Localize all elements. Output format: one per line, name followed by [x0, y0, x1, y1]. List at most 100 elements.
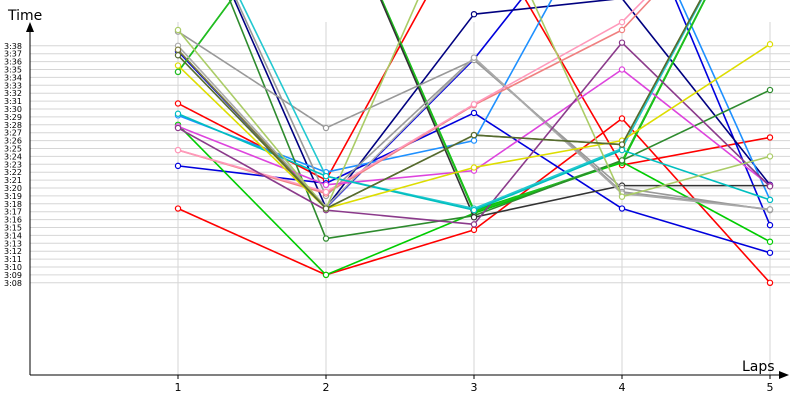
data-point	[322, 188, 330, 196]
x-axis-title: Laps	[742, 359, 775, 375]
y-tick-label: 3:31	[4, 97, 22, 106]
y-axis-arrow-icon	[26, 22, 34, 32]
data-point	[766, 221, 774, 229]
data-point	[322, 181, 330, 189]
x-tick-labels: 1 2 3 4 5	[175, 375, 774, 394]
data-point	[766, 238, 774, 245]
data-point	[174, 100, 182, 107]
y-tick-label: 3:20	[4, 184, 22, 193]
data-point	[174, 146, 182, 154]
x-tick-label: 4	[619, 381, 626, 394]
y-tick-label: 3:12	[4, 247, 22, 256]
y-tick-label: 3:18	[4, 200, 22, 209]
data-point	[618, 205, 626, 212]
y-tick-label: 3:32	[4, 89, 22, 98]
data-point	[470, 137, 478, 144]
data-point	[766, 41, 774, 48]
data-point	[766, 206, 774, 213]
data-point	[470, 206, 478, 214]
data-point	[470, 214, 478, 221]
y-axis-title: Time	[7, 8, 42, 24]
y-tick-label: 3:26	[4, 137, 22, 146]
y-tick-label: 3:38	[4, 42, 22, 51]
y-tick-label: 3:28	[4, 121, 22, 130]
x-tick-label: 2	[323, 381, 330, 394]
y-tick-label: 3:37	[4, 50, 22, 59]
data-point	[766, 249, 774, 256]
x-axis-arrow-icon	[779, 371, 789, 379]
data-point	[470, 226, 478, 234]
grid	[30, 22, 790, 375]
series-line-group	[174, 0, 702, 212]
data-point	[174, 26, 182, 34]
x-tick-label: 5	[767, 381, 774, 394]
y-tick-label: 3:17	[4, 208, 22, 217]
data-point	[766, 86, 774, 94]
data-point	[618, 146, 626, 154]
y-tick-label: 3:30	[4, 105, 22, 114]
data-point	[618, 26, 626, 34]
data-point	[618, 193, 626, 200]
data-point	[174, 205, 182, 212]
series-line	[177, 0, 771, 210]
data-point	[470, 101, 478, 108]
data-point	[470, 131, 478, 139]
data-point	[322, 235, 330, 242]
y-tick-label: 3:34	[4, 73, 22, 82]
data-point	[618, 39, 626, 46]
data-point	[618, 18, 626, 26]
y-tick-label: 3:22	[4, 168, 22, 177]
axes	[26, 22, 789, 379]
data-point	[618, 157, 626, 164]
data-point	[174, 46, 182, 53]
data-point	[322, 205, 330, 212]
x-tick-label: 3	[471, 381, 478, 394]
y-tick-label: 3:23	[4, 160, 22, 169]
data-point	[766, 153, 774, 160]
data-point	[174, 62, 182, 69]
y-tick-label: 3:36	[4, 58, 22, 67]
series-line-group	[228, 0, 774, 242]
x-tick-label: 1	[175, 381, 182, 394]
data-point	[766, 183, 774, 190]
data-point	[766, 134, 774, 141]
data-point	[470, 164, 478, 171]
y-tick-label: 3:09	[4, 271, 22, 280]
data-point	[766, 279, 774, 286]
data-point	[322, 124, 330, 132]
series-line-group	[174, 0, 645, 196]
y-tick-label: 3:14	[4, 231, 22, 240]
data-point	[174, 52, 182, 59]
y-tick-label: 3:16	[4, 216, 22, 225]
y-tick-label: 3:35	[4, 66, 22, 75]
data-point	[174, 110, 182, 117]
y-tick-label: 3:08	[4, 279, 22, 288]
series-group	[174, 0, 774, 286]
data-point	[174, 124, 182, 132]
y-tick-label: 3:10	[4, 263, 22, 272]
data-point	[618, 141, 626, 148]
data-point	[618, 66, 626, 73]
data-point	[470, 54, 478, 61]
y-tick-label: 3:11	[4, 255, 22, 264]
y-tick-label: 3:27	[4, 129, 22, 138]
y-tick-label: 3:25	[4, 145, 22, 154]
data-point	[618, 115, 626, 122]
data-point	[766, 196, 774, 204]
data-point	[322, 271, 330, 279]
y-tick-labels: 3:083:093:103:113:123:133:143:153:163:17…	[4, 42, 22, 288]
y-tick-label: 3:24	[4, 152, 22, 161]
data-point	[470, 109, 478, 117]
y-tick-label: 3:21	[4, 176, 22, 185]
data-point	[322, 172, 330, 180]
series-line-group	[174, 42, 774, 213]
data-point	[174, 68, 182, 76]
y-tick-label: 3:29	[4, 113, 22, 122]
data-point	[470, 221, 478, 228]
data-point	[174, 162, 182, 170]
y-tick-label: 3:15	[4, 224, 22, 233]
data-point	[470, 11, 478, 18]
y-tick-label: 3:13	[4, 239, 22, 248]
